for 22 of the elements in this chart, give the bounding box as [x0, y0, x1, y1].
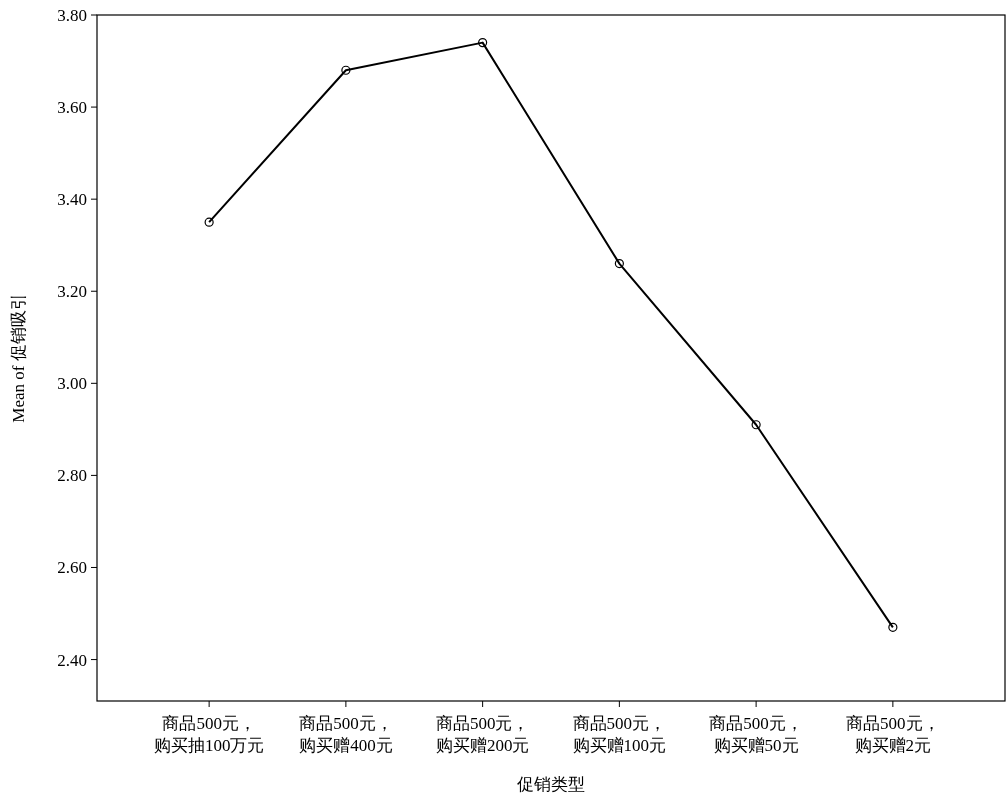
y-tick-label: 3.20	[57, 282, 87, 302]
y-tick-label: 2.60	[57, 558, 87, 578]
y-tick-label: 2.40	[57, 650, 87, 670]
x-tick-label: 商品500元，购买赠400元	[298, 713, 394, 755]
y-tick-label: 3.40	[57, 190, 87, 210]
point	[888, 622, 898, 632]
point	[751, 420, 761, 430]
y-tick-label: 2.80	[57, 466, 87, 486]
x-axis-title: 促销类型	[517, 775, 585, 794]
x-tick-label: 商品500元，购买赠2元	[845, 713, 941, 757]
x-tick-label: 商品500元，购买抽100万元	[152, 713, 266, 757]
y-tick-label: 3.80	[57, 6, 87, 25]
y-tick-label: 3.60	[57, 98, 87, 118]
y-axis-title: Mean of 促销吸引	[9, 293, 28, 423]
point	[204, 217, 214, 227]
y-tick-label: 3.00	[57, 374, 87, 394]
x-tick-label: 商品500元，购买赠200元	[434, 713, 531, 757]
x-tick-label: 商品500元，购买赠50元	[708, 713, 804, 757]
x-tick-label: 商品500元，购买赠100元	[571, 713, 668, 757]
point	[478, 38, 488, 48]
point	[341, 65, 351, 75]
point	[614, 259, 624, 269]
